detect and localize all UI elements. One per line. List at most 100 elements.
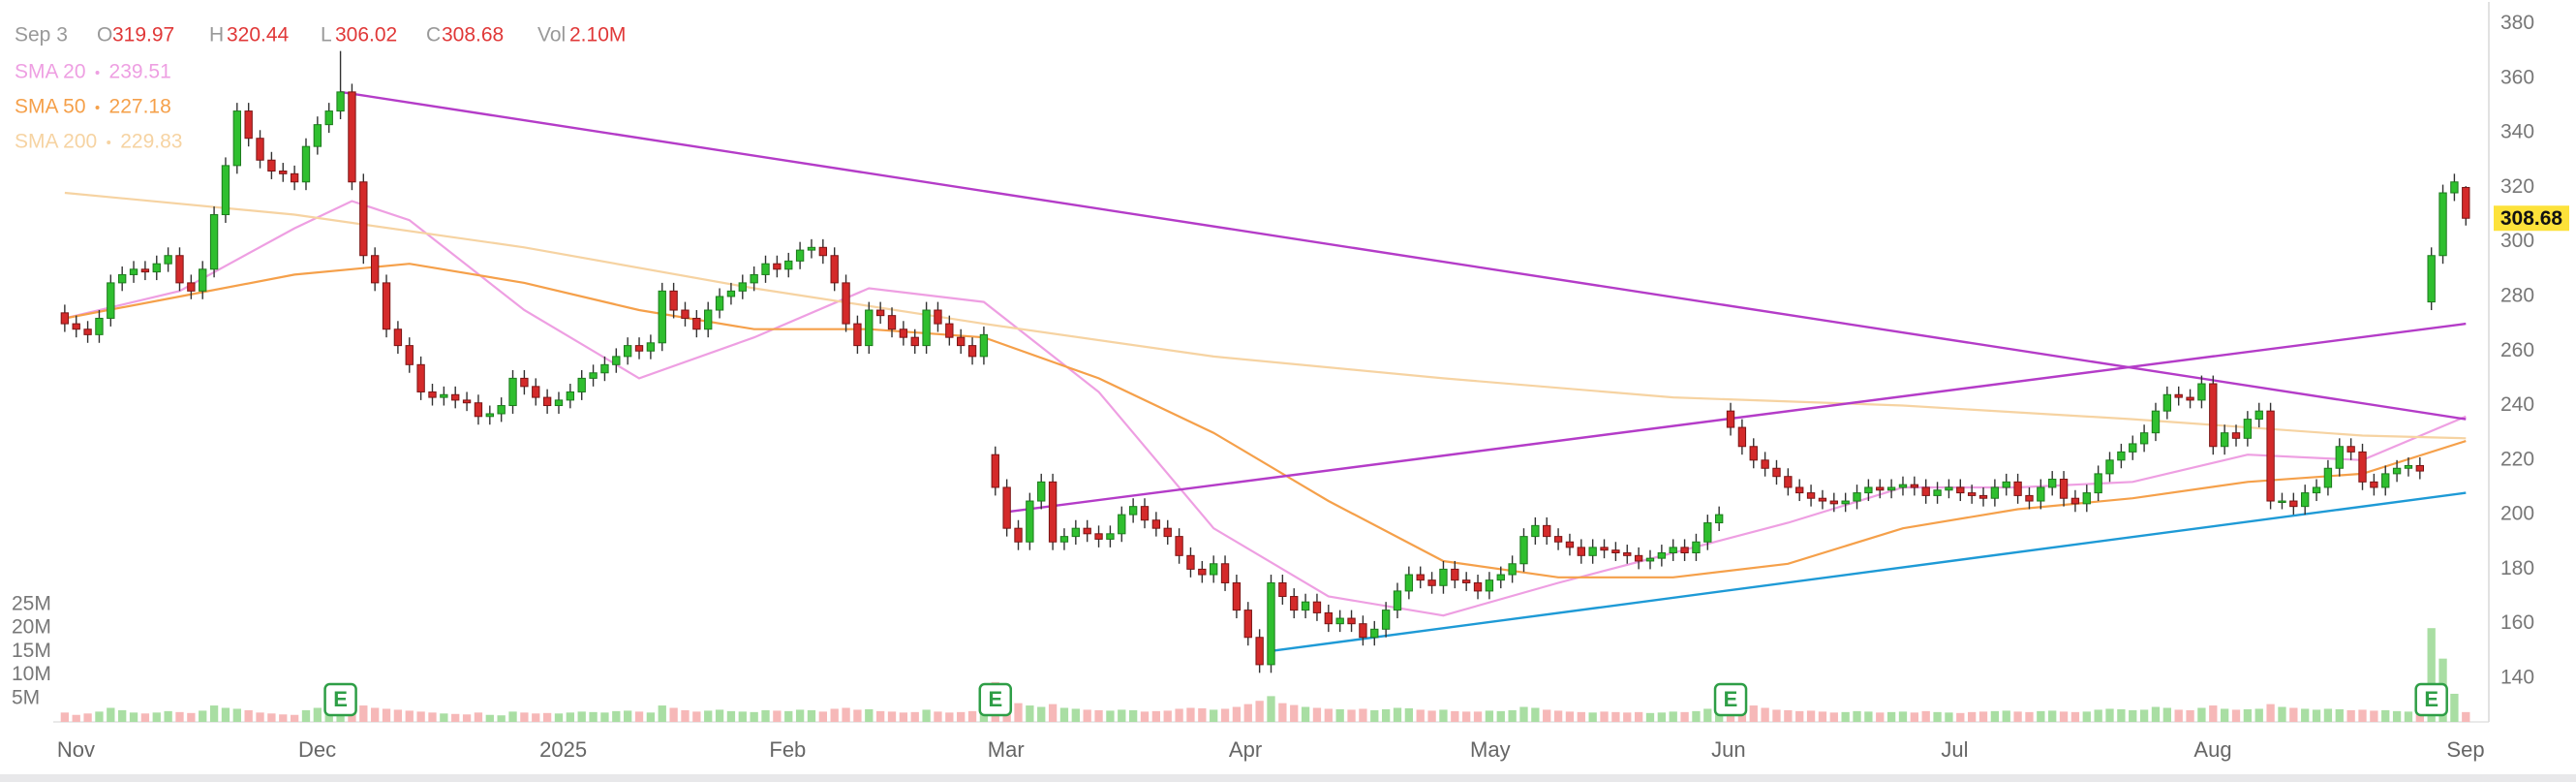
candle-body: [1933, 489, 1942, 496]
candle-body: [1473, 581, 1483, 592]
candle-body: [1128, 506, 1138, 516]
high-label: H: [209, 24, 224, 47]
candle-body: [2358, 451, 2367, 483]
candle-body: [221, 165, 230, 216]
volume-bar: [187, 712, 196, 722]
candle-body: [1634, 554, 1643, 562]
candle-body: [1243, 610, 1252, 639]
candle-body: [945, 323, 954, 338]
y-tick-label: 240: [2500, 393, 2534, 416]
candle-body: [1956, 486, 1965, 494]
candle-body: [1818, 497, 1827, 502]
candle-body: [313, 124, 322, 147]
y-tick-label: 180: [2500, 557, 2534, 579]
volume-bar: [612, 710, 621, 722]
earnings-label: E: [988, 687, 1002, 711]
volume-bar: [945, 712, 954, 722]
candle-body: [428, 391, 437, 398]
x-tick-label: Apr: [1229, 737, 1262, 762]
candle-body: [1347, 617, 1356, 625]
volume-bar: [1703, 708, 1712, 722]
volume-bar: [1933, 711, 1942, 722]
volume-bar: [1370, 709, 1379, 722]
candle-body: [2129, 443, 2137, 453]
high-value: 320.44: [227, 24, 290, 47]
x-tick-label: May: [1470, 737, 1511, 762]
volume-bar: [1347, 709, 1356, 722]
candle-body: [2162, 393, 2172, 412]
candle-body: [209, 214, 219, 270]
x-tick-label: Jun: [1711, 737, 1745, 762]
legend-dot: [95, 106, 100, 109]
candle-body: [853, 323, 862, 347]
candle-body: [1335, 617, 1344, 625]
volume-bar: [1232, 706, 1242, 722]
candle-body: [1577, 547, 1585, 556]
candle-body: [2266, 410, 2275, 502]
volume-layer: [60, 628, 2470, 722]
volume-bar: [795, 709, 805, 722]
candle-body: [1427, 579, 1436, 586]
volume-bar: [669, 707, 678, 722]
volume-bar: [118, 709, 127, 722]
candle-layer: [60, 50, 2470, 673]
bottom-strip: [0, 774, 2576, 782]
volume-bar: [532, 713, 540, 722]
x-tick-label: Dec: [298, 737, 336, 762]
date: Sep 3: [15, 24, 68, 47]
candle-body: [232, 110, 241, 167]
volume-bar: [554, 713, 564, 722]
candle-body: [1611, 549, 1620, 554]
candle-body: [1048, 481, 1058, 543]
volume-bar: [1290, 704, 1299, 722]
candle-body: [1301, 601, 1310, 611]
volume-bar: [542, 712, 552, 722]
candle-body: [566, 391, 575, 401]
candle-body: [256, 138, 264, 161]
legend-dot: [107, 141, 111, 144]
volume-bar: [1427, 710, 1436, 722]
volume-bar: [1462, 711, 1471, 722]
candle-body: [1853, 492, 1861, 502]
candle-body: [1669, 547, 1677, 554]
volume-bar: [1692, 710, 1701, 722]
volume-bar: [428, 712, 437, 722]
volume-bar: [393, 709, 403, 722]
candle-body: [2289, 500, 2298, 508]
close-value: 308.68: [442, 24, 504, 47]
candle-body: [1461, 579, 1471, 583]
candle-body: [1140, 506, 1150, 521]
volume-bar: [301, 709, 311, 722]
candle-body: [681, 309, 690, 319]
volume-bar: [807, 709, 816, 722]
candle-body: [1094, 533, 1103, 540]
volume-bar: [2312, 709, 2321, 722]
sma-legend-name: SMA 20: [15, 61, 86, 83]
low-value: 306.02: [335, 24, 397, 47]
candle-body: [554, 399, 564, 407]
volume-bar: [199, 710, 207, 722]
candle-body: [2415, 464, 2424, 472]
candle-body: [899, 328, 908, 338]
volume-bar: [726, 710, 736, 722]
volume-bar: [1818, 711, 1827, 722]
volume-bar: [1059, 707, 1069, 722]
candle-body: [370, 255, 380, 284]
volume-bar: [129, 712, 138, 722]
candle-body: [175, 255, 184, 284]
candle-body: [129, 268, 138, 275]
volume-bar: [1772, 709, 1781, 722]
candle-body: [1519, 536, 1528, 565]
trendline: [1006, 322, 2467, 514]
volume-bar: [2048, 710, 2057, 722]
volume-bar: [232, 708, 241, 722]
volume-bar: [853, 709, 862, 722]
candle-body: [1163, 527, 1172, 538]
volume-bar: [405, 710, 414, 722]
candle-body: [1508, 563, 1517, 576]
volume-bar: [577, 711, 586, 722]
candle-body: [348, 91, 356, 183]
volume-bar: [1968, 711, 1977, 722]
x-tick-label: Feb: [769, 737, 806, 762]
candle-body: [1841, 500, 1850, 505]
